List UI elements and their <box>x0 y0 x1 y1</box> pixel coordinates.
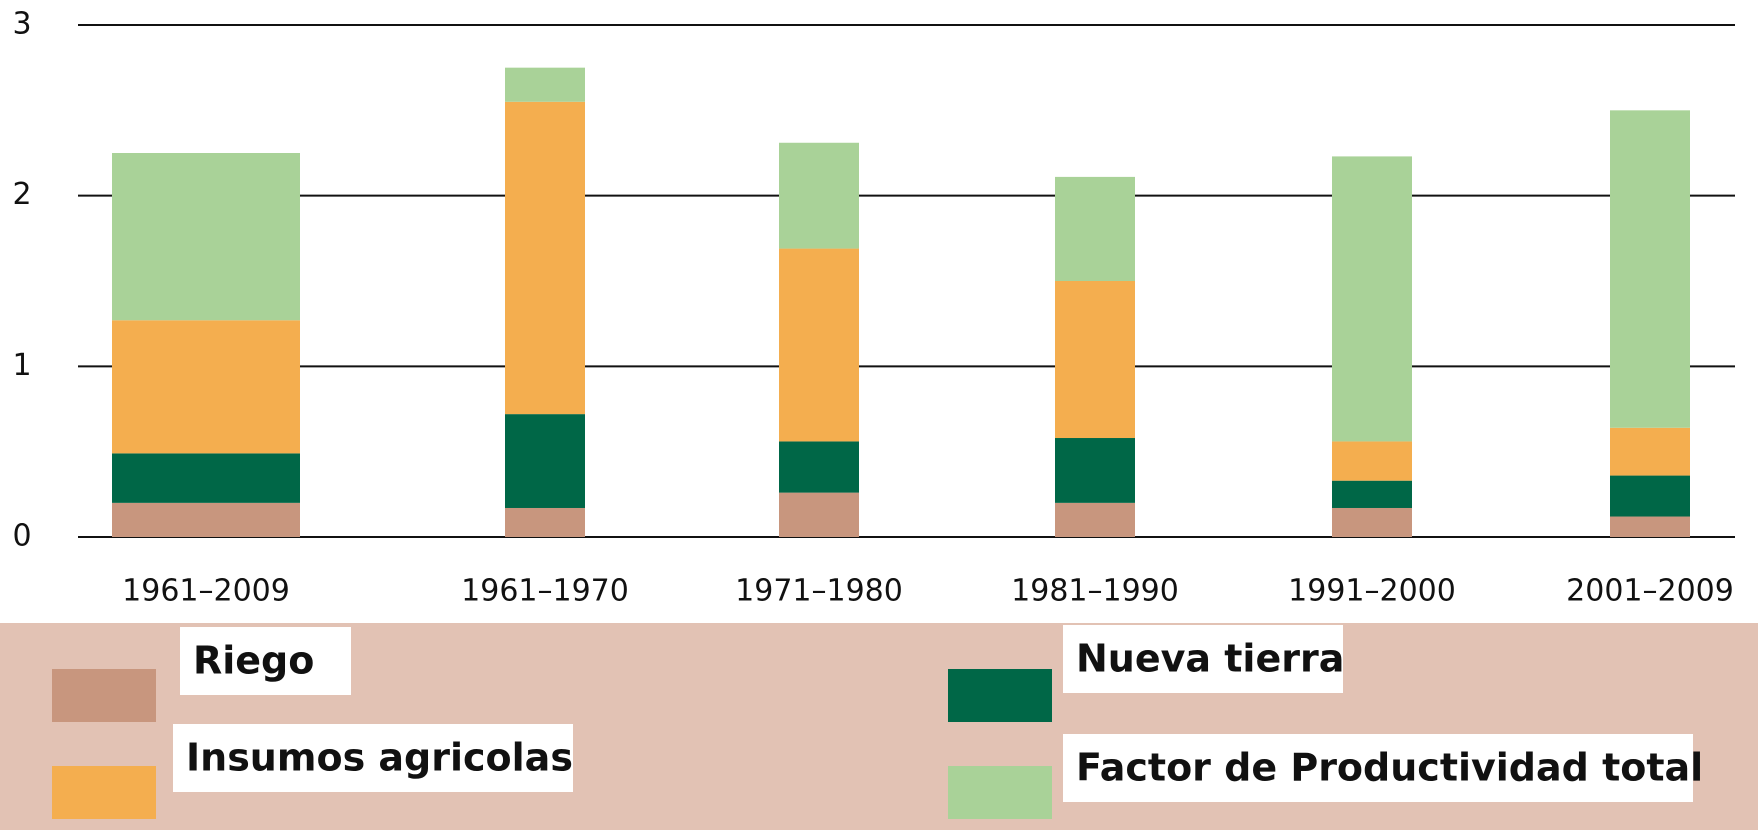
bar-segment <box>1610 427 1690 476</box>
bar-segment <box>1055 502 1135 537</box>
bar-segment <box>112 453 300 503</box>
bar-segment <box>112 320 300 454</box>
bar-segment <box>1055 438 1135 503</box>
bar-segment <box>1610 516 1690 537</box>
bar-segment <box>505 414 585 508</box>
bar-segment <box>112 153 300 321</box>
legend-label-box <box>173 724 573 792</box>
legend-swatch <box>948 766 1052 819</box>
bar-segment <box>1332 480 1412 508</box>
legend-label: Nueva tierra <box>1076 637 1344 681</box>
y-tick-label: 0 <box>12 519 31 554</box>
bar-segment <box>1332 156 1412 442</box>
x-tick-label: 1991–2000 <box>1288 574 1456 609</box>
bar-segment <box>779 248 859 442</box>
legend-label-box <box>1063 625 1343 693</box>
bar-segment <box>1610 110 1690 428</box>
bar-segment <box>112 502 300 537</box>
bar-segment <box>505 67 585 102</box>
x-tick-label: 1981–1990 <box>1011 574 1179 609</box>
bar-segment <box>1332 441 1412 481</box>
legend-label-box <box>1063 734 1693 802</box>
bar-segment <box>779 492 859 537</box>
legend-swatch <box>948 669 1052 722</box>
y-tick-label: 3 <box>12 7 31 42</box>
x-tick-label: 1961–1970 <box>461 574 629 609</box>
legend-label: Factor de Productividad total <box>1076 746 1703 790</box>
legend-label: Riego <box>193 639 314 683</box>
y-tick-label: 1 <box>12 348 31 383</box>
bar-segment <box>779 142 859 249</box>
bar-segment <box>505 507 585 537</box>
bar-segment <box>1055 281 1135 439</box>
bar-segment <box>1610 475 1690 517</box>
bar-segment <box>1332 507 1412 537</box>
legend-label: Insumos agricolas <box>186 736 573 780</box>
x-tick-label: 1961–2009 <box>122 574 290 609</box>
legend-label-box <box>180 627 351 695</box>
bar-segment <box>505 101 585 415</box>
bar-segment <box>1055 176 1135 281</box>
y-tick-label: 2 <box>12 177 31 212</box>
legend-swatch <box>52 669 156 722</box>
x-tick-label: 2001–2009 <box>1566 574 1734 609</box>
bar-segment <box>779 441 859 493</box>
legend-swatch <box>52 766 156 819</box>
x-tick-label: 1971–1980 <box>735 574 903 609</box>
